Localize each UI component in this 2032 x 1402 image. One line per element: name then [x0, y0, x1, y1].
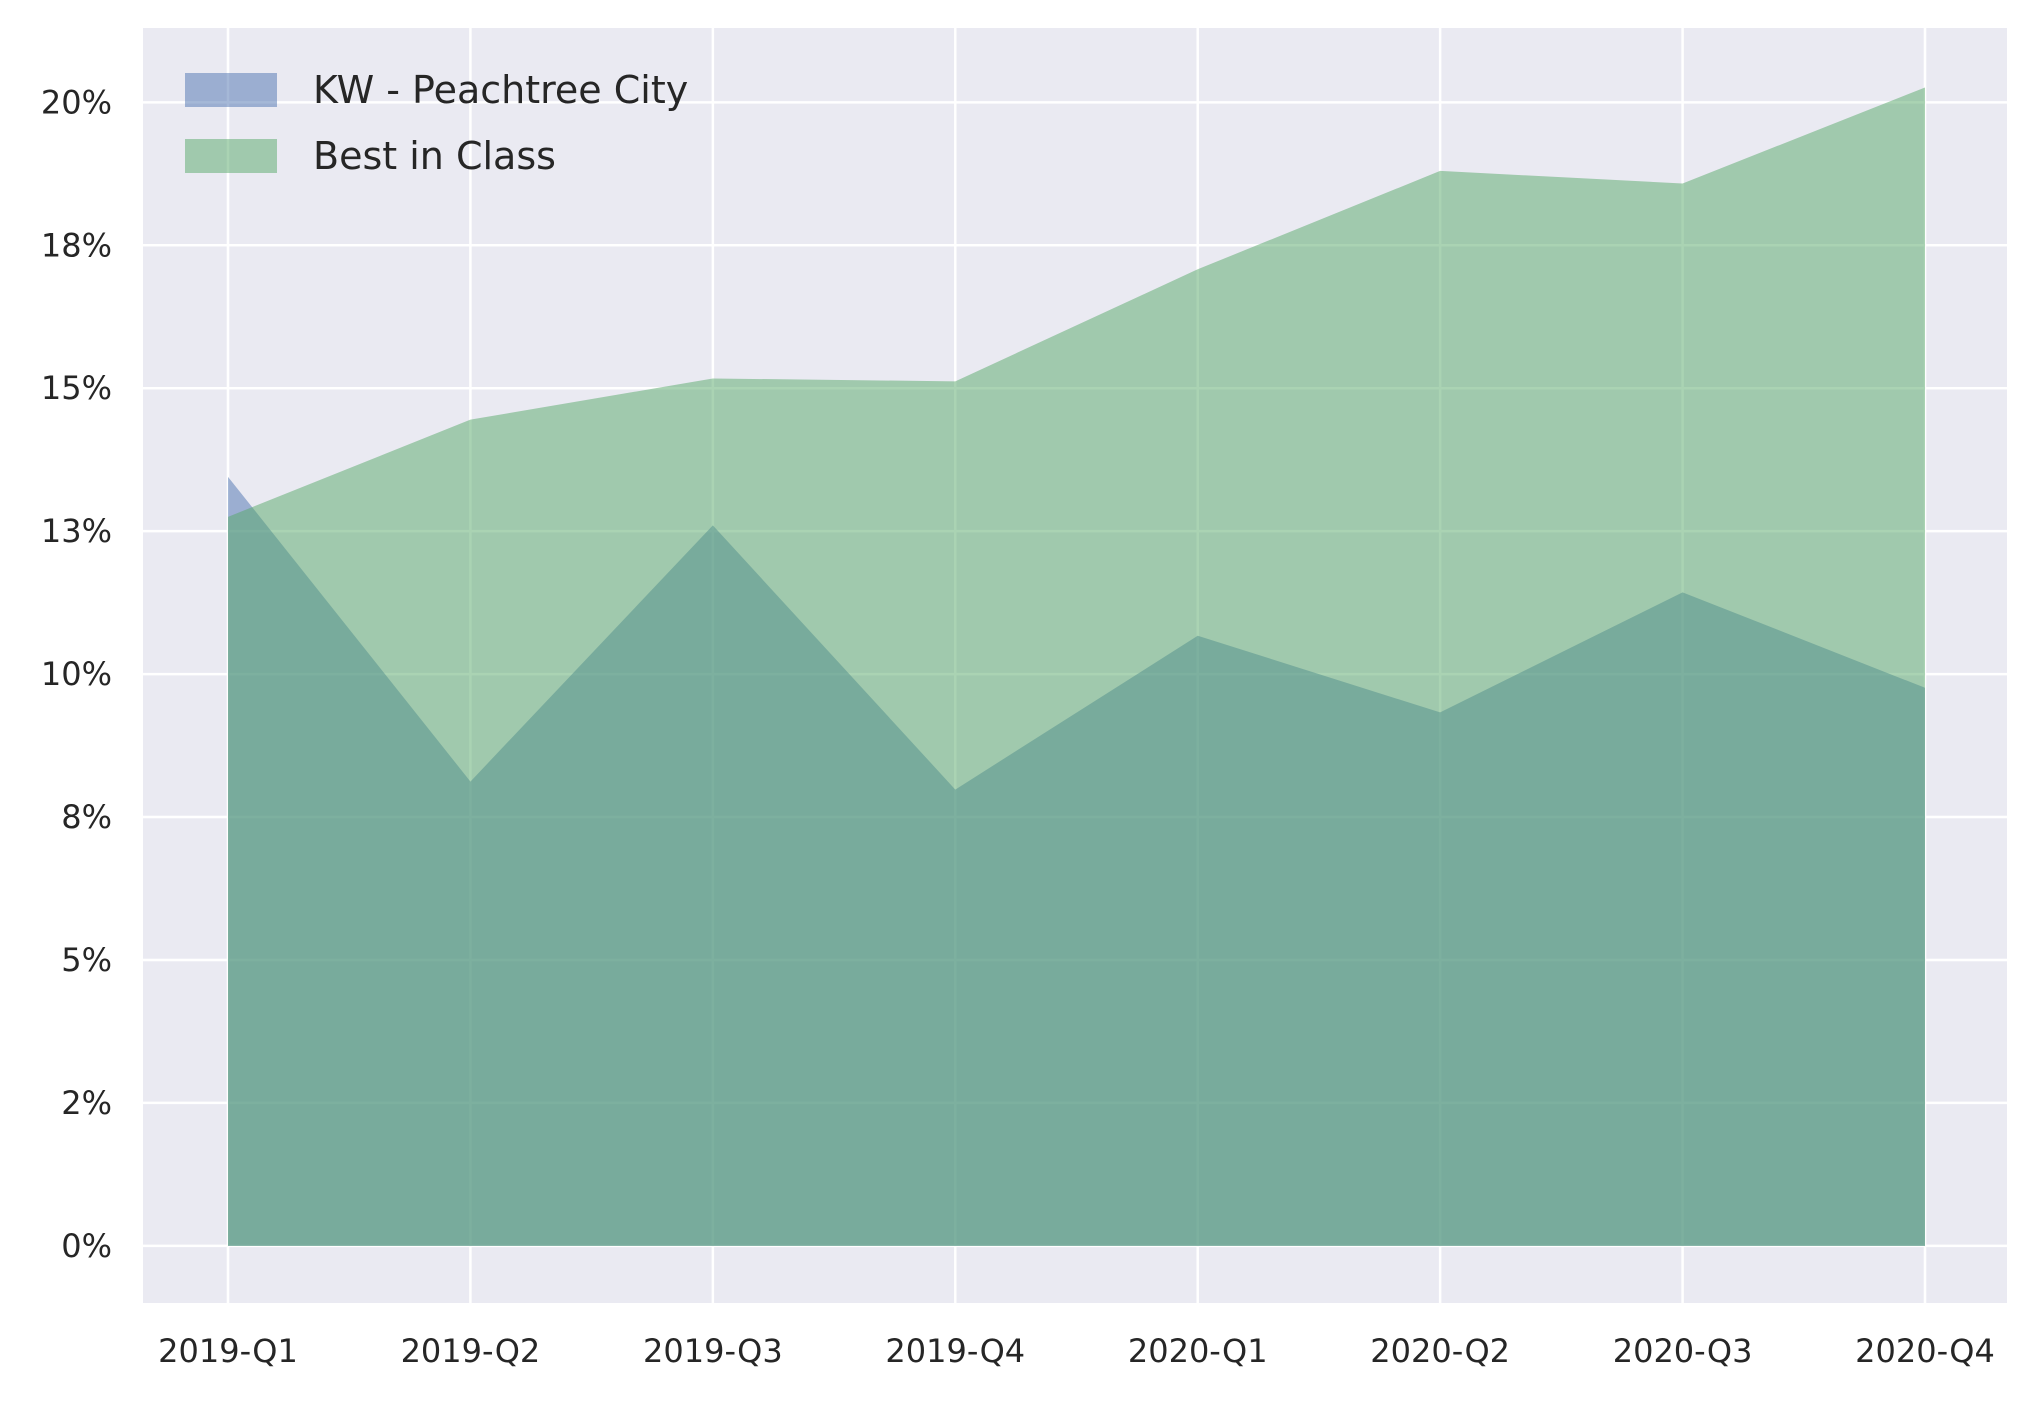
x-tick-label: 2020-Q4: [1855, 1332, 1995, 1370]
series-areas: [228, 87, 1925, 1246]
y-tick-label: 0%: [61, 1227, 112, 1265]
x-tick-label: 2020-Q3: [1613, 1332, 1753, 1370]
y-tick-label: 20%: [41, 83, 112, 121]
x-tick-label: 2019-Q1: [158, 1332, 298, 1370]
y-tick-label: 2%: [61, 1084, 112, 1122]
y-tick-label: 15%: [41, 369, 112, 407]
legend-label: KW - Peachtree City: [313, 68, 688, 112]
y-tick-label: 8%: [61, 798, 112, 836]
legend-label: Best in Class: [313, 134, 556, 178]
x-tick-label: 2019-Q4: [885, 1332, 1025, 1370]
legend: KW - Peachtree City Best in Class: [185, 68, 688, 178]
y-tick-label: 5%: [61, 941, 112, 979]
legend-swatch: [185, 73, 277, 107]
x-tick-label: 2020-Q2: [1370, 1332, 1510, 1370]
area-series-2: [228, 87, 1925, 1246]
y-tick-label: 18%: [41, 226, 112, 264]
x-tick-label: 2020-Q1: [1128, 1332, 1268, 1370]
y-tick-label: 10%: [41, 655, 112, 693]
x-tick-label: 2019-Q2: [401, 1332, 541, 1370]
legend-swatch: [185, 139, 277, 173]
y-axis-ticks: 0% 2% 5% 8% 10% 13% 15% 18% 20%: [41, 83, 112, 1264]
x-axis-ticks: 2019-Q1 2019-Q2 2019-Q3 2019-Q4 2020-Q1 2020-…: [158, 1332, 1995, 1370]
y-tick-label: 13%: [41, 512, 112, 550]
x-tick-label: 2019-Q3: [643, 1332, 783, 1370]
